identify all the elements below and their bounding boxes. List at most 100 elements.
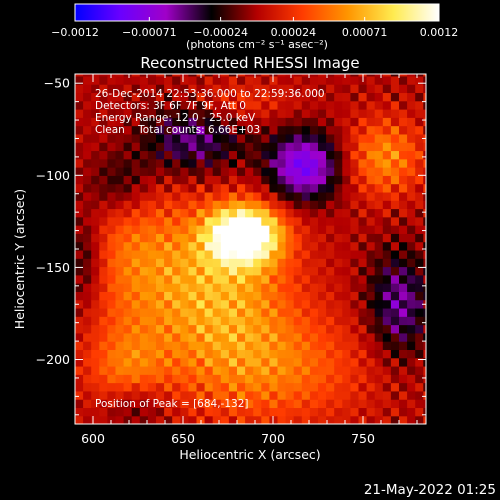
heatmap-cell bbox=[301, 258, 311, 268]
heatmap-cell bbox=[390, 92, 400, 102]
heatmap-cell bbox=[212, 142, 222, 152]
heatmap-cell bbox=[228, 415, 238, 424]
heatmap-cell bbox=[245, 142, 254, 152]
heatmap-cell bbox=[253, 415, 262, 424]
heatmap-cell bbox=[277, 133, 287, 143]
heatmap-cell bbox=[115, 382, 125, 392]
heatmap-cell bbox=[115, 374, 125, 384]
heatmap-cell bbox=[407, 208, 416, 218]
heatmap-cell bbox=[293, 150, 303, 160]
heatmap-cell bbox=[301, 109, 311, 118]
heatmap-cell bbox=[172, 316, 181, 326]
heatmap-cell bbox=[107, 183, 117, 193]
heatmap-cell bbox=[309, 283, 319, 292]
heatmap-cell bbox=[350, 365, 360, 375]
heatmap-cell bbox=[253, 374, 262, 384]
heatmap-cell bbox=[107, 167, 117, 176]
heatmap-cell bbox=[342, 191, 351, 201]
colorbar-tick-label: 0.00071 bbox=[342, 26, 388, 39]
heatmap-cell bbox=[131, 183, 141, 193]
heatmap-cell bbox=[123, 167, 133, 176]
heatmap-cell bbox=[301, 133, 311, 143]
heatmap-cell bbox=[326, 92, 335, 102]
heatmap-cell bbox=[277, 274, 287, 284]
heatmap-cell bbox=[399, 167, 408, 176]
heatmap-cell bbox=[285, 357, 295, 367]
heatmap-cell bbox=[245, 167, 254, 176]
heatmap-cell bbox=[269, 158, 279, 168]
heatmap-cell bbox=[326, 307, 335, 317]
heatmap-cell bbox=[220, 374, 230, 384]
heatmap-cell bbox=[91, 283, 100, 292]
heatmap-cell bbox=[156, 183, 165, 193]
heatmap-cell bbox=[301, 299, 311, 309]
heatmap-cell bbox=[342, 74, 351, 77]
heatmap-cell bbox=[180, 75, 189, 85]
heatmap-cell bbox=[301, 274, 311, 284]
heatmap-cell bbox=[261, 216, 270, 226]
heatmap-cell bbox=[220, 349, 230, 359]
heatmap-cell bbox=[342, 266, 351, 276]
heatmap-cell bbox=[107, 109, 117, 118]
heatmap-cell bbox=[309, 332, 319, 342]
heatmap-cell bbox=[253, 74, 262, 77]
heatmap-cell bbox=[326, 75, 335, 85]
heatmap-cell bbox=[115, 365, 125, 375]
heatmap-cell bbox=[212, 191, 222, 201]
heatmap-cell bbox=[293, 341, 303, 350]
heatmap-cell bbox=[293, 407, 303, 417]
heatmap-cell bbox=[204, 150, 214, 160]
heatmap-cell bbox=[220, 407, 230, 417]
heatmap-cell bbox=[366, 390, 376, 400]
heatmap-cell bbox=[139, 175, 149, 185]
heatmap-cell bbox=[237, 365, 246, 375]
heatmap-cell bbox=[269, 200, 279, 210]
heatmap-cell bbox=[196, 374, 206, 384]
heatmap-cell bbox=[99, 349, 108, 359]
heatmap-cell bbox=[83, 133, 92, 143]
heatmap-cell bbox=[75, 415, 84, 424]
heatmap-cell bbox=[423, 191, 426, 201]
heatmap-cell bbox=[293, 167, 303, 176]
heatmap-cell bbox=[180, 225, 189, 234]
heatmap-cell bbox=[253, 175, 262, 185]
heatmap-cell bbox=[382, 249, 392, 259]
heatmap-cell bbox=[277, 92, 287, 102]
heatmap-cell bbox=[334, 324, 343, 334]
heatmap-cell bbox=[277, 390, 287, 400]
heatmap-cell bbox=[147, 92, 157, 102]
heatmap-cell bbox=[261, 233, 270, 243]
heatmap-cell bbox=[261, 274, 270, 284]
heatmap-cell bbox=[75, 332, 84, 342]
heatmap-cell bbox=[366, 399, 376, 409]
heatmap-cell bbox=[342, 216, 351, 226]
heatmap-cell bbox=[228, 291, 238, 301]
heatmap-cell bbox=[147, 216, 157, 226]
heatmap-cell bbox=[415, 158, 424, 168]
x-axis-label: Heliocentric X (arcsec) bbox=[179, 447, 320, 462]
heatmap-cell bbox=[399, 75, 408, 85]
heatmap-cell bbox=[228, 117, 238, 127]
heatmap-cell bbox=[277, 249, 287, 259]
heatmap-cell bbox=[277, 117, 287, 127]
heatmap-cell bbox=[253, 291, 262, 301]
heatmap-cell bbox=[415, 233, 424, 243]
heatmap-cell bbox=[107, 225, 117, 234]
heatmap-cell bbox=[334, 390, 343, 400]
heatmap-cell bbox=[382, 225, 392, 234]
heatmap-cell bbox=[212, 74, 222, 77]
heatmap-cell bbox=[139, 266, 149, 276]
heatmap-cell bbox=[139, 399, 149, 409]
heatmap-cell bbox=[269, 216, 279, 226]
heatmap-cell bbox=[253, 150, 262, 160]
heatmap-cell bbox=[366, 158, 376, 168]
heatmap-cell bbox=[334, 208, 343, 218]
heatmap-cell bbox=[164, 100, 173, 110]
heatmap-cell bbox=[204, 365, 214, 375]
heatmap-cell bbox=[147, 142, 157, 152]
heatmap-cell bbox=[131, 324, 141, 334]
heatmap-cell bbox=[91, 175, 100, 185]
heatmap-cell bbox=[358, 109, 368, 118]
heatmap-cell bbox=[237, 307, 246, 317]
heatmap-cell bbox=[156, 291, 165, 301]
